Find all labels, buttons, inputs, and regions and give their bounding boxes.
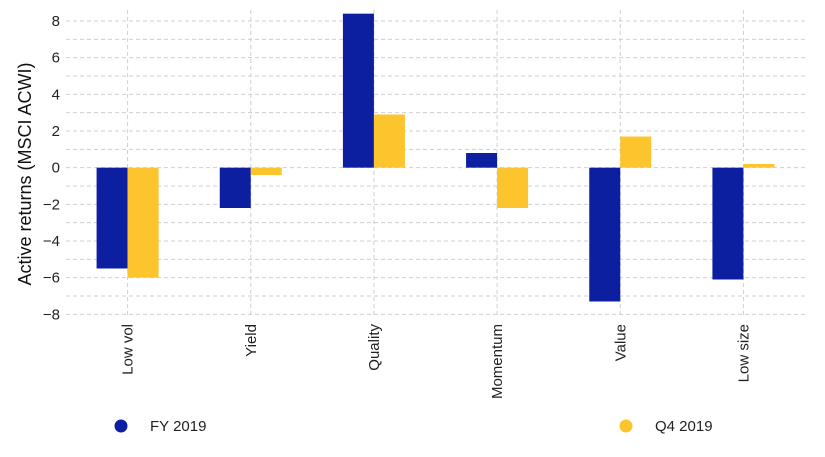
- y-axis-ticks: 8 6 4 2 0 −2 −4 −6 −8: [43, 13, 60, 323]
- bar-q4-2019-low-vol: [127, 167, 159, 278]
- legend-marker-q4-2019: [619, 419, 633, 433]
- y-tick-label: −2: [43, 196, 60, 213]
- x-tick-label: Low vol: [120, 324, 137, 375]
- legend-label-fy-2019: FY 2019: [150, 418, 206, 435]
- bar-fy-2019-momentum: [466, 153, 498, 168]
- bar-fy-2019-quality: [342, 13, 374, 168]
- bar-q4-2019-yield: [250, 167, 282, 175]
- bar-q4-2019-value: [620, 136, 652, 168]
- bar-fy-2019-value: [589, 167, 621, 302]
- y-tick-label: 4: [52, 86, 60, 103]
- bar-fy-2019-low-size: [712, 167, 744, 280]
- bar-fy-2019-yield: [219, 167, 251, 208]
- y-tick-label: 6: [52, 50, 60, 67]
- bar-q4-2019-low-size: [743, 164, 775, 168]
- y-tick-label: 8: [52, 13, 60, 30]
- grid: [66, 10, 805, 318]
- bar-q4-2019-quality: [373, 114, 405, 168]
- x-axis-ticks: Low vol Yield Quality Momentum Value Low size: [120, 324, 753, 400]
- y-tick-label: 2: [52, 123, 60, 140]
- legend-marker-fy-2019: [114, 419, 128, 433]
- x-tick-label: Low size: [735, 324, 752, 382]
- bars: [96, 13, 775, 302]
- legend-label-q4-2019: Q4 2019: [655, 418, 713, 435]
- x-tick-label: Yield: [243, 324, 260, 357]
- bar-q4-2019-momentum: [497, 167, 529, 208]
- y-tick-label: −4: [43, 233, 60, 250]
- bar-fy-2019-low-vol: [96, 167, 128, 269]
- x-tick-label: Momentum: [489, 324, 506, 399]
- legend: FY 2019 Q4 2019: [114, 418, 713, 435]
- y-tick-label: −8: [43, 306, 60, 323]
- x-tick-label: Quality: [366, 324, 383, 371]
- y-tick-label: −6: [43, 270, 60, 287]
- y-tick-label: 0: [52, 160, 60, 177]
- x-tick-label: Value: [612, 324, 629, 361]
- y-axis-label: Active returns (MSCI ACWI): [15, 62, 35, 285]
